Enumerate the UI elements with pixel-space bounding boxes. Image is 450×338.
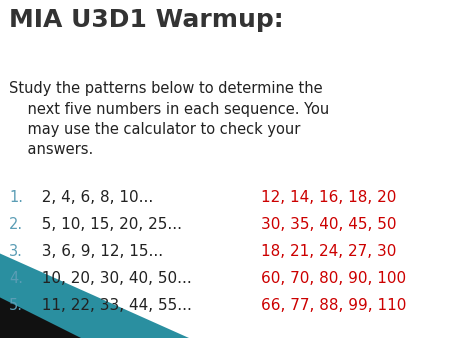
Polygon shape: [0, 254, 189, 338]
Text: 60, 70, 80, 90, 100: 60, 70, 80, 90, 100: [261, 271, 406, 286]
Text: 12, 14, 16, 18, 20: 12, 14, 16, 18, 20: [261, 190, 396, 205]
Text: 5.: 5.: [9, 298, 23, 313]
Text: 66, 77, 88, 99, 110: 66, 77, 88, 99, 110: [261, 298, 406, 313]
Text: 1.: 1.: [9, 190, 23, 205]
Text: 18, 21, 24, 27, 30: 18, 21, 24, 27, 30: [261, 244, 396, 259]
Text: 4.: 4.: [9, 271, 23, 286]
Text: 2.: 2.: [9, 217, 23, 232]
Text: 3.: 3.: [9, 244, 23, 259]
Text: 10, 20, 30, 40, 50...: 10, 20, 30, 40, 50...: [32, 271, 191, 286]
Text: 30, 35, 40, 45, 50: 30, 35, 40, 45, 50: [261, 217, 396, 232]
Text: 3, 6, 9, 12, 15...: 3, 6, 9, 12, 15...: [32, 244, 162, 259]
Polygon shape: [0, 297, 81, 338]
Text: 5, 10, 15, 20, 25...: 5, 10, 15, 20, 25...: [32, 217, 181, 232]
Text: 2, 4, 6, 8, 10...: 2, 4, 6, 8, 10...: [32, 190, 153, 205]
Text: 11, 22, 33, 44, 55...: 11, 22, 33, 44, 55...: [32, 298, 191, 313]
Text: MIA U3D1 Warmup:: MIA U3D1 Warmup:: [9, 8, 284, 32]
Text: Study the patterns below to determine the
    next five numbers in each sequence: Study the patterns below to determine th…: [9, 81, 329, 157]
